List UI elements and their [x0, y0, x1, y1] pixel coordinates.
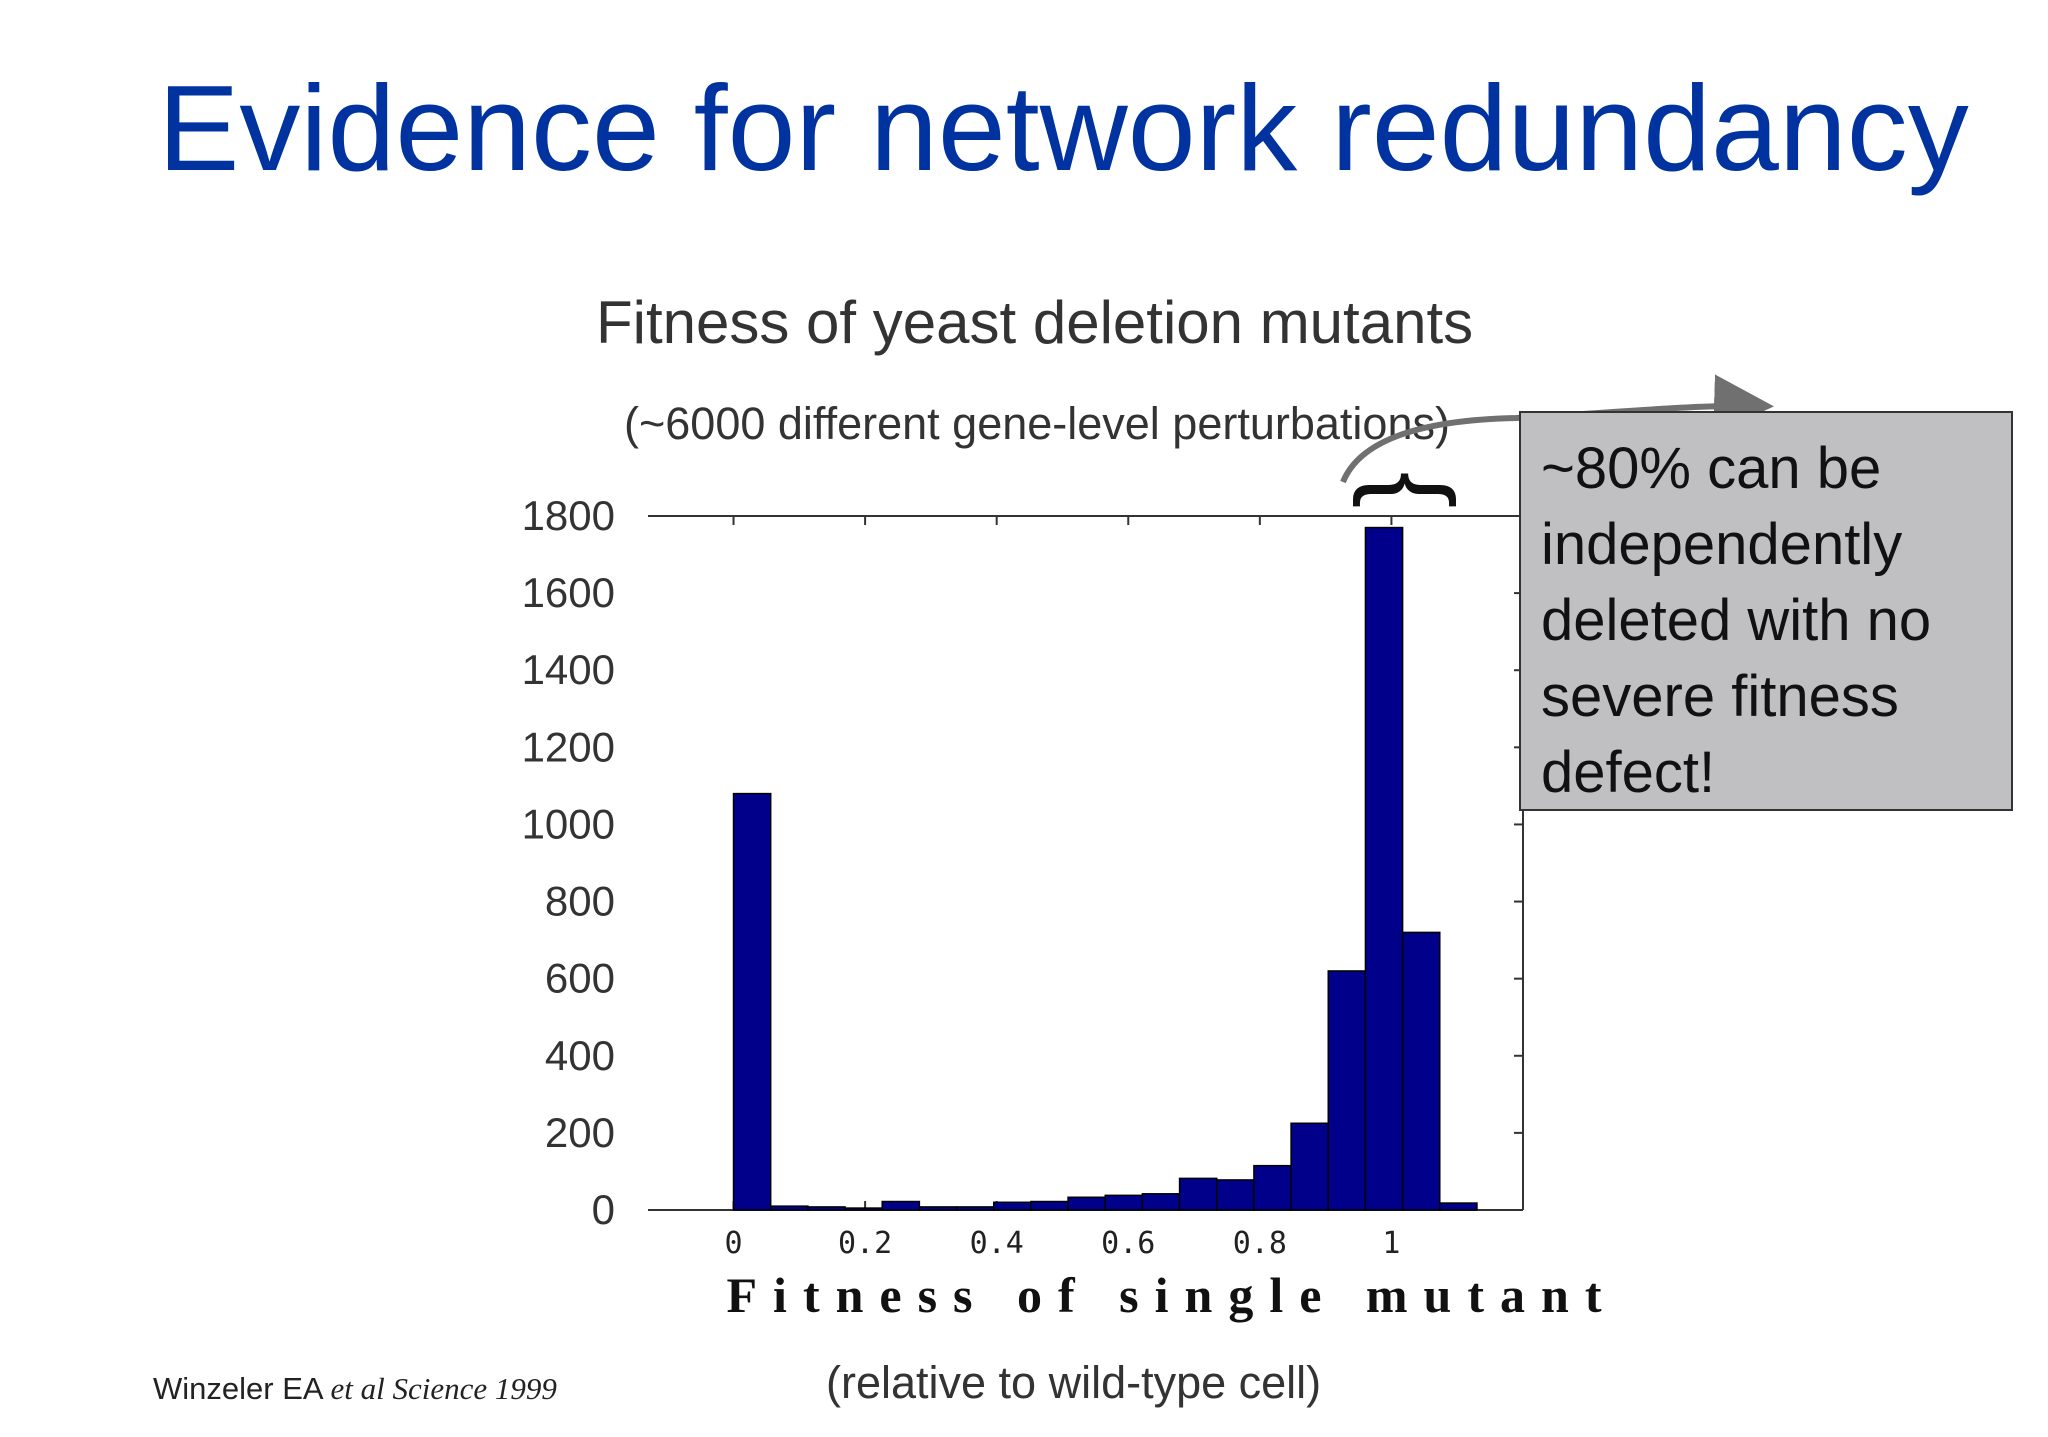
histogram-bar: [881, 1200, 921, 1211]
citation-rest: et al Science 1999: [330, 1371, 557, 1406]
callout-arrow: [1340, 374, 1774, 484]
x-axis-label: Fitness of single mutant: [727, 1267, 1618, 1323]
y-tick-label: 1400: [522, 646, 615, 693]
histogram-bar: [1030, 1200, 1069, 1211]
citation-author: Winzeler EA: [153, 1371, 322, 1406]
histogram-bar: [1364, 526, 1404, 1211]
histogram-bar: [992, 1201, 1032, 1211]
slide-title: Evidence for network redundancy: [158, 60, 1969, 196]
y-tick-label: 600: [545, 955, 615, 1002]
histogram-bar: [1401, 931, 1441, 1211]
y-tick-label: 1800: [522, 492, 615, 539]
x-tick-label: 0: [724, 1226, 742, 1261]
x-tick-label: 0.4: [970, 1226, 1024, 1261]
histogram-bar: [1290, 1122, 1330, 1211]
histogram-bar: [1216, 1179, 1255, 1211]
histogram-bar: [1178, 1177, 1218, 1211]
chart-title: Fitness of yeast deletion mutants: [596, 289, 1474, 356]
y-tick-label: 1000: [522, 800, 615, 847]
histogram-bar: [918, 1206, 958, 1211]
histogram-bar: [769, 1205, 809, 1211]
bars: [732, 526, 1478, 1211]
histogram-bar: [844, 1207, 883, 1211]
histogram-bar: [1104, 1194, 1144, 1211]
y-tick-label: 0: [592, 1186, 615, 1233]
y-tick-label: 800: [545, 878, 615, 925]
y-tick-label: 1600: [522, 569, 615, 616]
callout-box: ~80% can be independently deleted with n…: [1519, 411, 2013, 811]
citation: Winzeler EA et al Science 1999: [153, 1370, 557, 1407]
histogram-bar: [1067, 1196, 1106, 1211]
x-tick-label: 0.8: [1233, 1226, 1287, 1261]
x-tick-label: 1: [1382, 1226, 1400, 1261]
tick-labels: 0 0.2 0.4 0.6 0.8 1 0 200 400 600 800 1000 1200 1400 1…: [522, 492, 1401, 1261]
histogram-bar: [1439, 1202, 1478, 1211]
histogram-bar: [807, 1206, 846, 1211]
histogram-bar: [732, 792, 772, 1211]
histogram-bar: [1327, 970, 1367, 1211]
y-tick-label: 400: [545, 1032, 615, 1079]
histogram-bar: [955, 1206, 995, 1211]
y-tick-label: 1200: [522, 723, 615, 770]
chart-subtitle: (~6000 different gene-level perturbation…: [624, 398, 1450, 449]
x-tick-label: 0.2: [838, 1226, 892, 1261]
x-tick-label: 0.6: [1101, 1226, 1155, 1261]
bracket-brace: {: [1352, 472, 1475, 509]
callout-text: ~80% can be independently deleted with n…: [1541, 436, 1932, 805]
histogram-bar: [1141, 1193, 1181, 1211]
histogram-bar: [1253, 1164, 1292, 1211]
y-tick-label: 200: [545, 1109, 615, 1156]
x-axis-sublabel: (relative to wild-type cell): [826, 1357, 1322, 1408]
